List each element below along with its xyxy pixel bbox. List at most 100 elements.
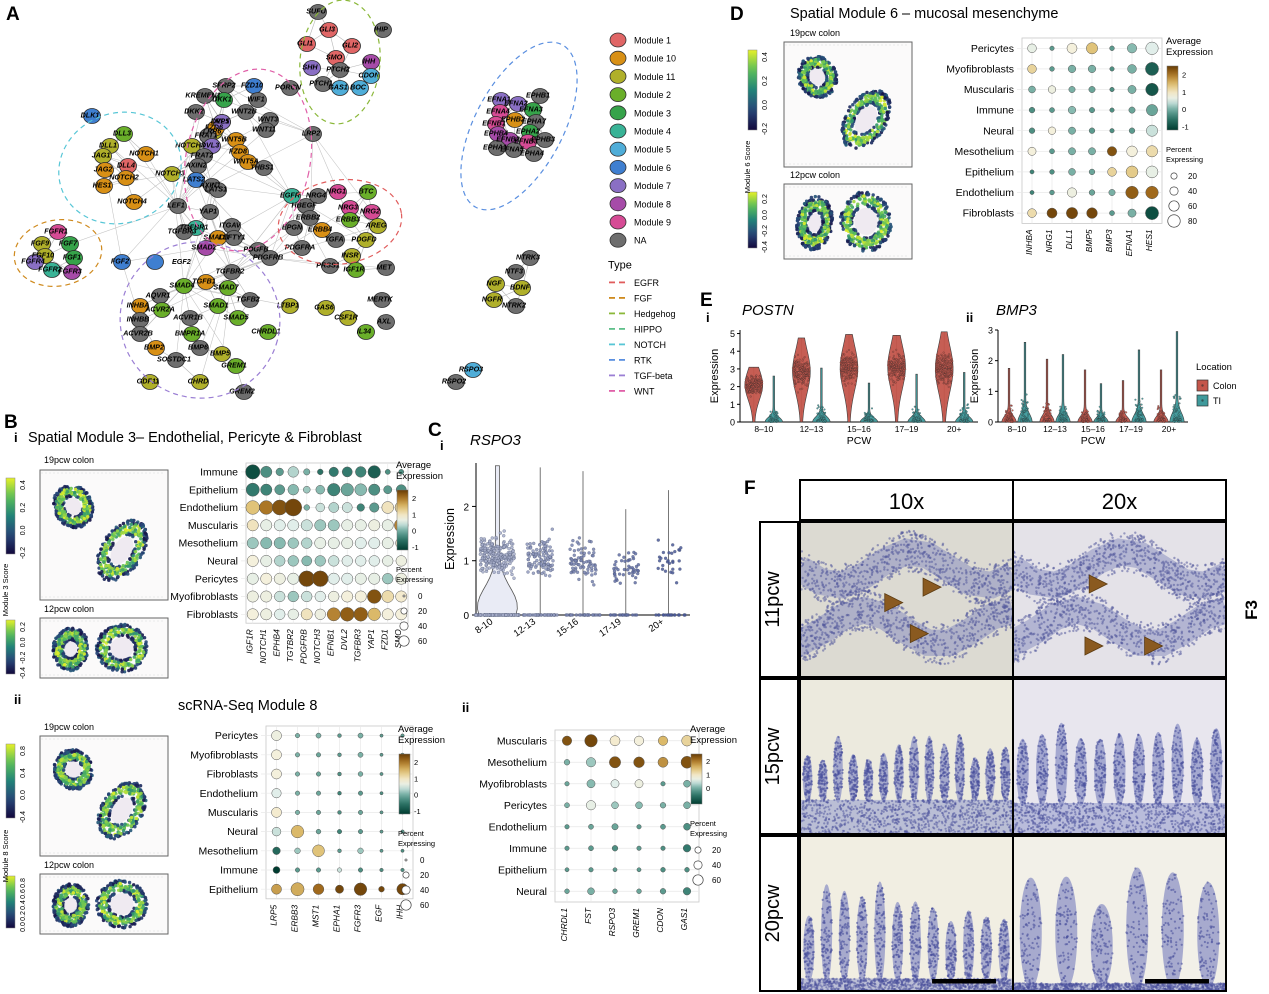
network-node [281, 298, 299, 314]
network-node-label: FGFR2 [38, 265, 62, 274]
dotplot-dot [312, 570, 329, 587]
dotplot-dot [295, 771, 300, 777]
network-node-label: TGFB2 [236, 295, 260, 304]
network-node-label: BMP2 [144, 343, 164, 352]
dotplot-row-label: Fibroblasts [963, 208, 1014, 220]
network-node-label: FGFR3 [58, 267, 82, 276]
dotplot-dot [379, 733, 384, 738]
histology-col-header: 10x [889, 489, 924, 514]
dotplot-row-label: Pericytes [195, 573, 238, 585]
colorbar-title: Module 6 Score [743, 141, 752, 194]
network-node-label: DLL4 [117, 161, 135, 170]
avg-tick: 0 [1182, 105, 1186, 114]
network-node-label: WNT5A [233, 157, 259, 166]
network-node [191, 374, 209, 390]
network-node-label: SFRP2 [212, 81, 235, 90]
network-node [506, 112, 524, 128]
dotplot-dot [355, 555, 367, 567]
dotplot-dot [275, 467, 284, 476]
dotplot-dot [563, 759, 571, 766]
dotplot-dot [1046, 207, 1058, 219]
dotplot-row-label: Myofibroblasts [946, 64, 1014, 76]
dotplot-dot [584, 734, 598, 748]
network-node-label: FGF9 [31, 239, 49, 248]
network-node-label: NGFR [482, 295, 503, 304]
network-node-label: DVL3 [201, 141, 219, 150]
dotplot-dot [588, 823, 594, 830]
dotplot-dot [246, 608, 259, 621]
dotplot-dot [312, 883, 325, 895]
dotplot-col-label: NOTCH1 [258, 629, 268, 663]
network-node-label: WNT5B [221, 135, 247, 144]
network-node-label: FZD6 [205, 123, 224, 132]
violin-body [1093, 383, 1109, 423]
dotplot-dot [1109, 107, 1115, 113]
c-i-violin: 0 1 2 Expression 8-10 12-13 15-16 17-19 20+ [440, 455, 700, 670]
dotplot-row-label: Immune [220, 865, 258, 877]
dotplot-row-label: Neural [207, 556, 238, 568]
dotplot-dot [379, 772, 384, 776]
dotplot-dot [271, 788, 282, 799]
panel-b-letter: B [4, 412, 18, 434]
network-node-label: EFNA2 [504, 99, 528, 108]
legend-module-swatch [609, 232, 627, 248]
dotplot-dot [316, 771, 321, 777]
dotplot-dot [312, 844, 325, 858]
dotplot-dot [564, 781, 570, 787]
network-node-label: LRP6 [203, 127, 222, 136]
dotplot-dot [284, 498, 302, 517]
dotplot-col-label: MST1 [311, 905, 321, 927]
dotplot-dot [1107, 167, 1117, 177]
network-node [374, 22, 392, 38]
network-node-label: GAS1 [328, 83, 348, 92]
network-node [309, 188, 327, 204]
violin-xtick: 8-10 [473, 616, 495, 636]
pct-label: 20 [420, 871, 429, 880]
dotplot-row-label: Pericytes [215, 730, 258, 742]
network-node-label: SMAD3 [203, 233, 228, 242]
network-node-label: EFNA3 [519, 105, 543, 114]
dotplot-dot [300, 608, 313, 621]
dotplot-dot [1067, 106, 1077, 115]
dotplot-row-label: Immune [509, 843, 547, 855]
histology-row-header: 15pcw [762, 727, 784, 785]
location-legend-title: Location [1196, 362, 1232, 373]
dotplot-col-label: FST [583, 907, 593, 924]
violin-body [1077, 369, 1093, 423]
d-spatial-19pcw [783, 41, 913, 168]
legend-avg-title: Expression [398, 735, 445, 746]
violin-xtick: 17-19 [597, 616, 623, 639]
dotplot-dot [562, 735, 572, 746]
dotplot-row-label: Fibroblasts [187, 609, 238, 621]
network-node-label: ERBB2 [296, 213, 320, 222]
dotplot-dot [1109, 45, 1115, 51]
dotplot-dot [1088, 127, 1096, 134]
dotplot-dot [1127, 85, 1137, 94]
network-node [257, 122, 275, 138]
network-node-label: SHH [302, 63, 318, 72]
dotplot-dot [1128, 127, 1136, 134]
legend-module-label: NA [634, 236, 647, 246]
dotplot-dot [316, 752, 321, 758]
network-node-label: EFNA5 [500, 145, 525, 154]
dotplot-dot [353, 882, 368, 896]
network-node-label: PDGFB [243, 245, 268, 254]
dotplot-dot [587, 887, 595, 895]
dotplot-dot [328, 466, 339, 477]
dotplot-dot [367, 589, 382, 604]
network-node [357, 324, 375, 340]
dotplot-dot [1067, 64, 1077, 73]
violin-xtick: 8–10 [1008, 424, 1027, 434]
histology-row-header: 20pcw [762, 884, 784, 942]
d-spatial-12pcw [783, 183, 913, 260]
dotplot-dot [295, 790, 300, 796]
dotplot-dot [634, 779, 644, 789]
arrowhead-marker [1088, 574, 1109, 594]
dotplot-col-label: INHBA [1024, 229, 1034, 255]
b-ii-bottom-image-label: 12pcw colon [44, 860, 94, 870]
violin-ylabel: Expression [709, 349, 721, 403]
colorbar-tick: 0.4 [20, 768, 27, 778]
network-node-label: DKK2 [184, 107, 204, 116]
network-node-label: SMAD5 [223, 313, 249, 322]
pct-swatch [693, 860, 703, 870]
